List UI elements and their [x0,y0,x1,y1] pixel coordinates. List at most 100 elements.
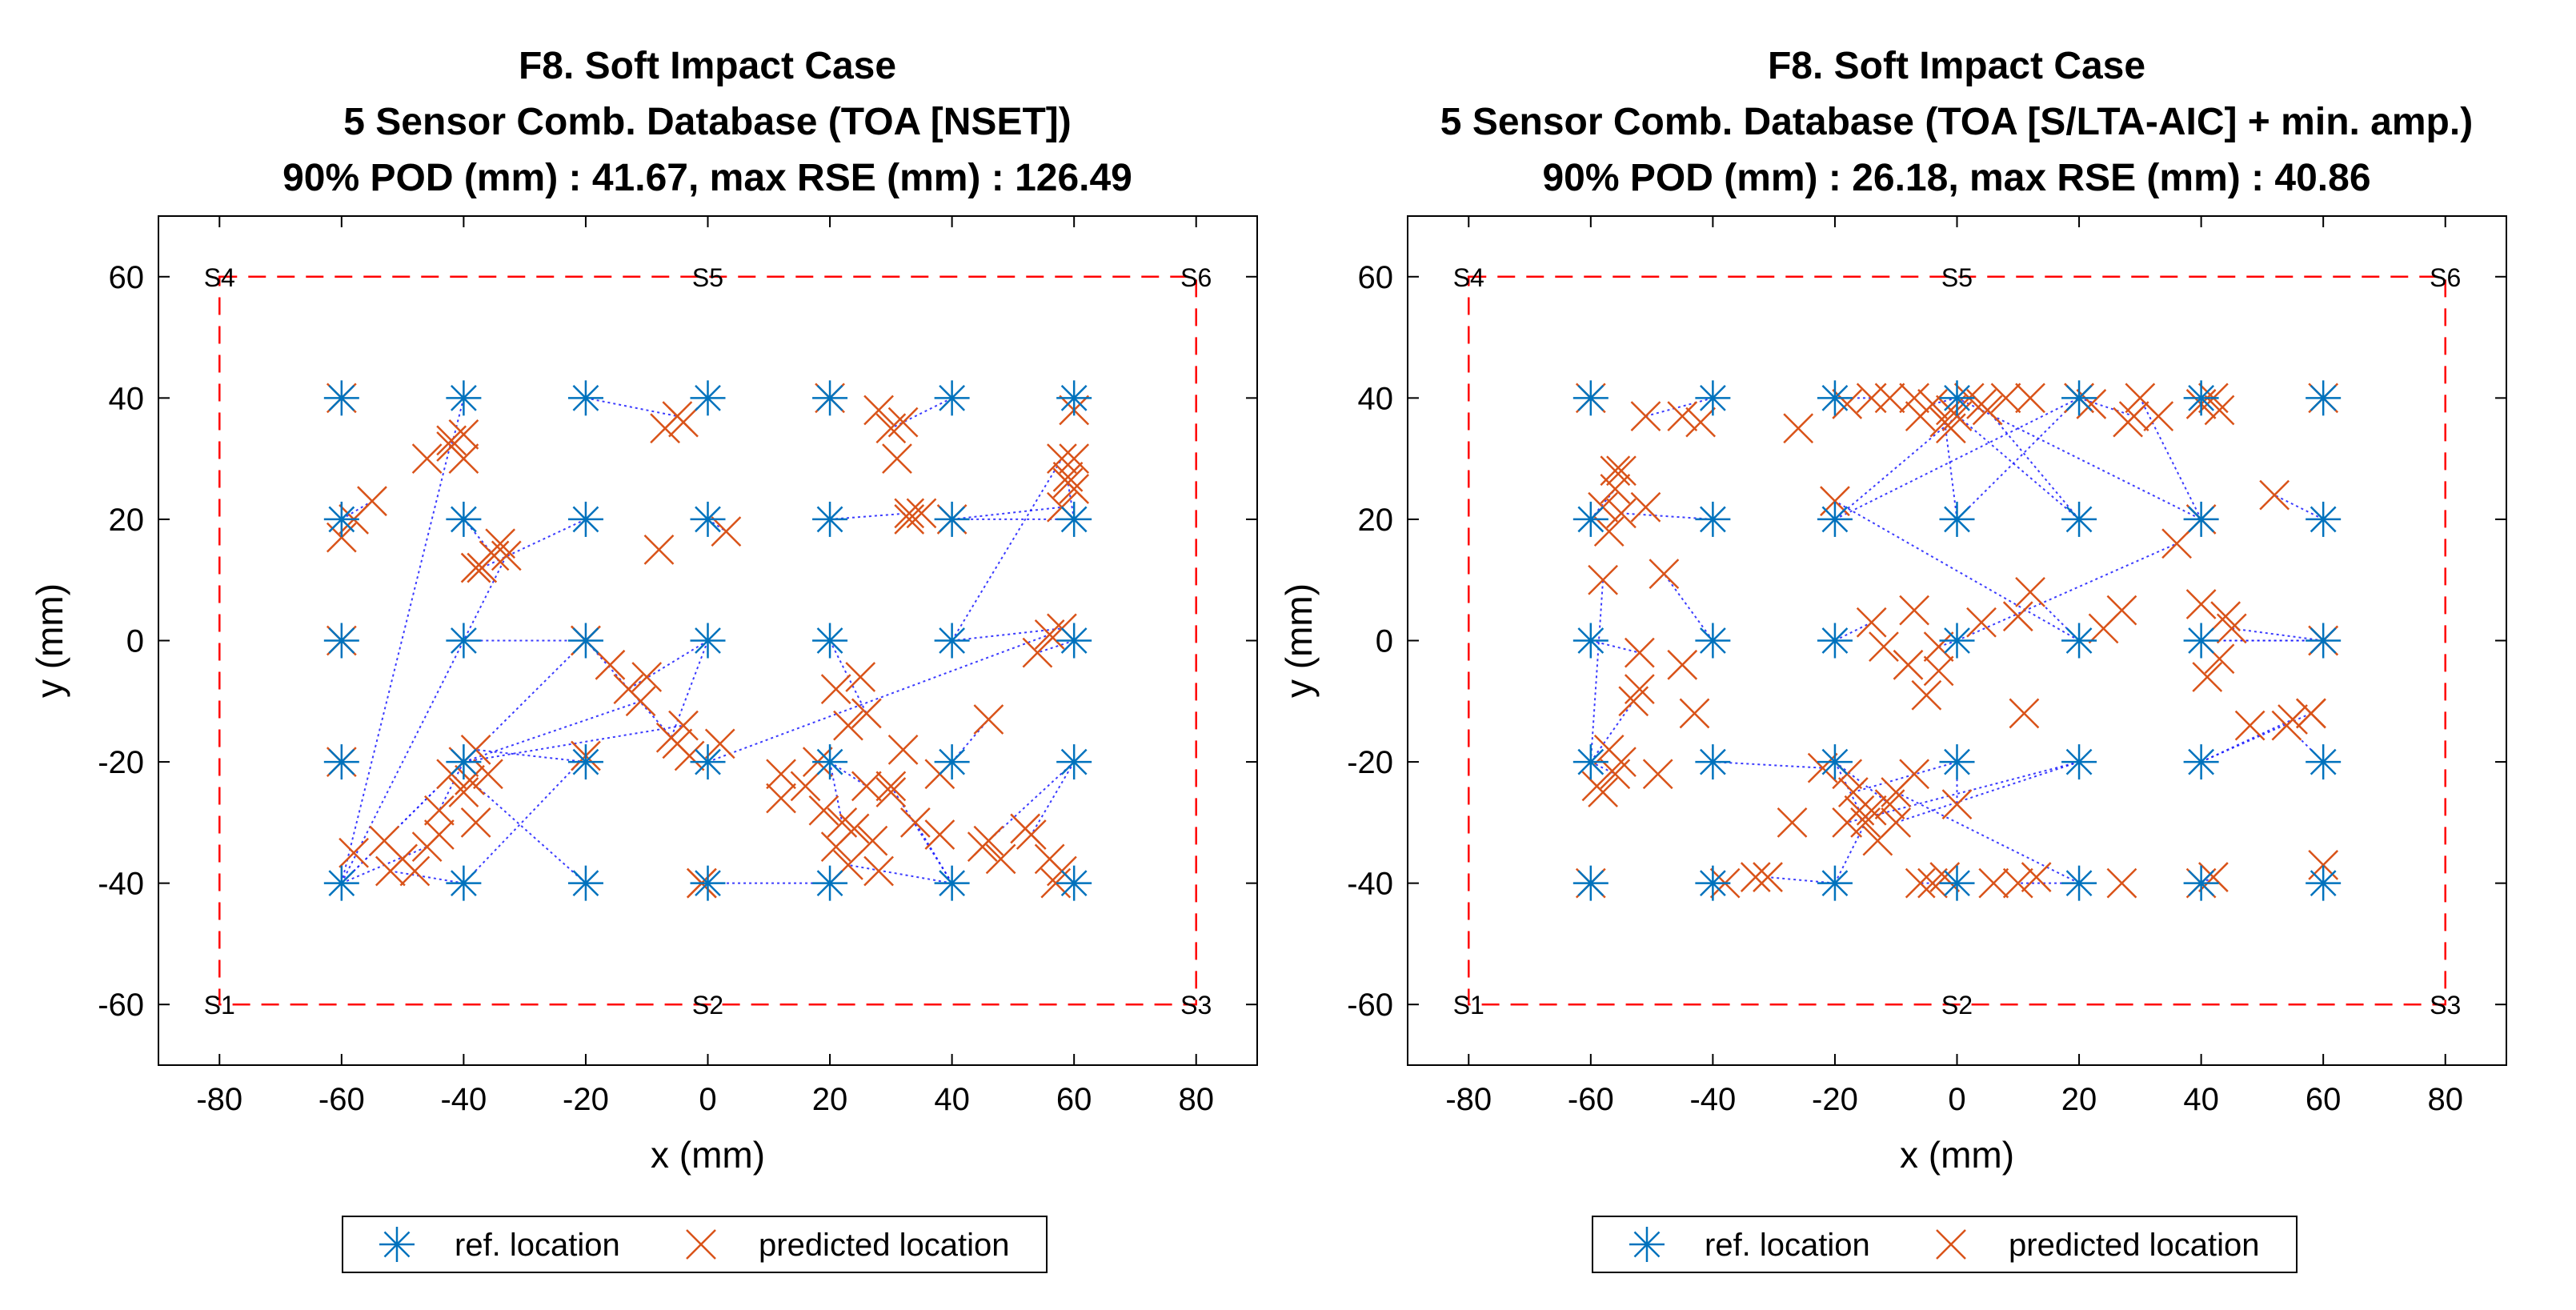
legend-pred-icon [686,1229,716,1260]
predicted-marker-stroke [704,728,735,759]
predicted-marker-stroke [1600,455,1631,487]
sensor-label-s4: S4 [1453,263,1484,292]
predicted-location-marker [1990,383,2021,414]
x-tick-label: -80 [196,1082,242,1117]
sensor-label-s5: S5 [692,263,723,292]
predicted-location-marker [2002,601,2033,632]
predicted-marker-stroke [1052,461,1084,492]
ref-marker-stroke [1944,870,1970,897]
predicted-marker-stroke [411,443,443,475]
predicted-marker-stroke [2009,698,2040,729]
predicted-marker-stroke [851,771,882,802]
predicted-marker-stroke [668,407,699,438]
ref-marker-stroke [695,748,721,775]
chart-right: F8. Soft Impact Case 5 Sensor Comb. Datab… [1278,45,2507,1273]
x-tick-label: -40 [1689,1082,1736,1117]
predicted-location-marker [851,698,882,729]
predicted-location-marker [423,819,455,850]
predicted-marker-stroke [711,516,742,547]
ref-marker-stroke [695,870,721,897]
ref-marker-stroke [1821,627,1849,654]
predicted-location-marker [820,674,851,705]
ref-location-marker [690,501,726,537]
predicted-marker-stroke [1923,631,1954,662]
ref-marker-stroke [328,870,355,897]
ref-marker-stroke [1700,870,1726,897]
predicted-marker-stroke [460,552,491,583]
predicted-location-marker [973,704,1004,735]
ref-marker-stroke [939,384,965,411]
predicted-marker-stroke [875,771,907,802]
ref-marker-stroke [1577,870,1604,897]
predicted-marker-stroke [887,407,919,438]
ref-location-marker [2306,623,2342,659]
predicted-location-marker [894,498,925,529]
ref-location-marker [2183,380,2219,416]
error-link [469,779,587,884]
predicted-marker-stroke [857,825,888,856]
predicted-marker-stroke [863,395,894,426]
x-tick-label: 80 [2427,1082,2463,1117]
ref-location-marker [567,501,603,537]
predicted-location-marker [1783,413,1814,444]
ref-marker-stroke [451,870,477,897]
predicted-location-marker [448,443,479,475]
ref-location-marker [1572,501,1608,537]
predicted-location-marker [1606,498,1637,529]
ref-marker-stroke [451,506,477,533]
error-link [1834,822,1866,884]
predicted-marker-stroke [1837,777,1869,807]
predicted-location-marker [1966,607,1997,638]
predicted-marker-stroke [894,504,925,535]
predicted-location-marker [1869,631,1899,662]
predicted-location-marker [766,783,796,814]
predicted-location-marker [894,504,925,535]
ref-location-marker [934,623,970,659]
predicted-location-marker [460,807,491,838]
predicted-marker-stroke [2106,867,2137,899]
ref-marker-stroke [816,627,843,654]
predicted-marker-stroke [2210,601,2241,632]
ref-location-marker [1056,501,1092,537]
ref-location-marker [1939,623,1975,659]
predicted-location-marker [643,534,675,565]
ref-location-marker [1817,744,1853,780]
x-tick-label: 40 [934,1082,970,1117]
chart-title-line-1: F8. Soft Impact Case [519,45,896,87]
x-tick-label: 40 [2183,1082,2219,1117]
x-tick-label: -80 [1445,1082,1492,1117]
chart-left: F8. Soft Impact Case 5 Sensor Comb. Datab… [29,45,1258,1273]
predicted-marker-stroke [1679,698,1710,729]
predicted-marker-stroke [2076,389,2107,419]
predicted-location-marker [857,825,888,856]
ref-marker-stroke [1700,748,1726,775]
ref-location-marker [1939,501,1975,537]
predicted-location-marker [1606,455,1637,487]
predicted-marker-stroke [2002,601,2033,632]
predicted-marker-stroke [2021,862,2052,892]
ref-marker-stroke [572,748,599,775]
predicted-marker-stroke [882,443,912,475]
error-link [1895,761,2080,823]
predicted-marker-stroke [2278,704,2308,735]
legend-pred-icon [1936,1229,1966,1260]
predicted-location-marker [967,831,998,863]
predicted-location-marker [1630,491,1661,523]
predicted-marker-stroke [1059,443,1090,475]
sensor-boundary [1468,275,2446,1006]
predicted-location-marker [1777,807,1808,838]
predicted-marker-stroke [2002,867,2033,899]
predicted-marker-stroke [1893,649,1924,680]
predicted-marker-stroke [1978,867,2009,899]
x-tick-label: 60 [1056,1082,1092,1117]
predicted-marker-stroke [1059,474,1090,504]
error-link [341,500,373,520]
ref-location-marker [1056,865,1092,901]
ref-location-marker [690,380,726,416]
predicted-marker-stroke [1832,389,1863,419]
ref-location-marker [1695,865,1731,901]
predicted-location-marker [2210,601,2241,632]
predicted-marker-stroke [887,735,919,765]
ref-marker-stroke [2310,627,2337,654]
x-tick-label: -20 [563,1082,609,1117]
